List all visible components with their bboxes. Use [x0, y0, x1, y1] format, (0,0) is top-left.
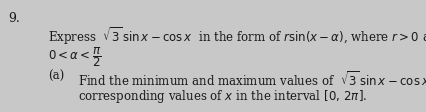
- Text: corresponding values of $x$ in the interval $[0,\,2\pi]$.: corresponding values of $x$ in the inter…: [78, 88, 367, 105]
- Text: (a): (a): [48, 70, 64, 83]
- Text: 9.: 9.: [8, 12, 20, 25]
- Text: $0 < \alpha < \dfrac{\pi}{2}$: $0 < \alpha < \dfrac{\pi}{2}$: [48, 45, 101, 69]
- Text: Express  $\sqrt{3}\,\sin x - \cos x$  in the form of $r\sin(x - \alpha)$, where : Express $\sqrt{3}\,\sin x - \cos x$ in t…: [48, 25, 426, 47]
- Text: Find the minimum and maximum values of  $\sqrt{3}\,\sin x - \cos x$, and the: Find the minimum and maximum values of $…: [78, 70, 426, 90]
